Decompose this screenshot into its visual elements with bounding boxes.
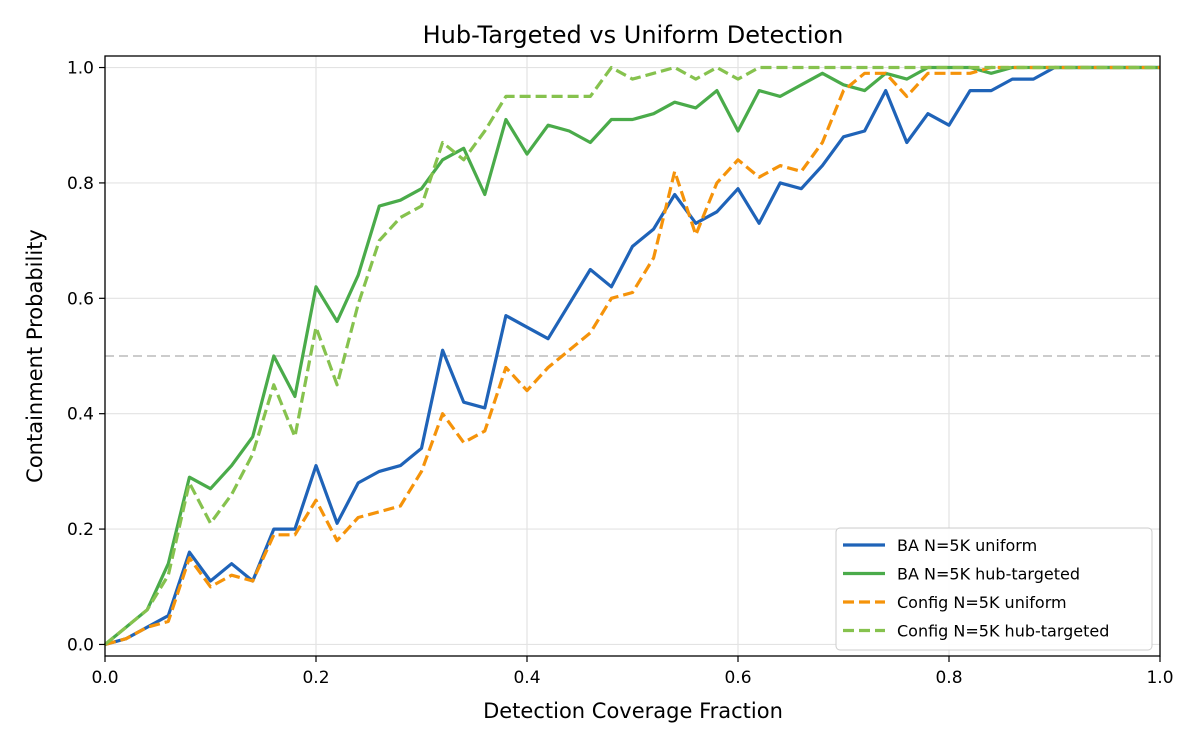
y-tick-label: 0.2 xyxy=(67,520,94,540)
chart-title: Hub-Targeted vs Uniform Detection xyxy=(423,21,844,49)
y-tick-label: 0.8 xyxy=(67,174,94,194)
legend-entry-label: BA N=5K hub-targeted xyxy=(897,565,1080,584)
y-axis-label: Containment Probability xyxy=(23,229,47,483)
series-line-1 xyxy=(104,65,1160,647)
y-tick-label: 1.0 xyxy=(67,59,94,79)
x-tick-label: 1.0 xyxy=(1146,668,1173,688)
x-tick-label: 0.4 xyxy=(513,668,540,688)
x-axis-label: Detection Coverage Fraction xyxy=(483,699,783,723)
x-tick-label: 0.6 xyxy=(724,668,751,688)
legend: BA N=5K uniform BA N=5K hub-targeted Confi… xyxy=(835,527,1153,651)
plot-frame xyxy=(104,55,1161,657)
series-line-2 xyxy=(103,65,1160,646)
series-line-4 xyxy=(103,65,1160,646)
x-tick-label: 0.0 xyxy=(91,668,118,688)
legend-entry-label: Config N=5K uniform xyxy=(897,593,1067,612)
y-tick-label: 0.6 xyxy=(67,289,94,309)
legend-entry-label: Config N=5K hub-targeted xyxy=(897,622,1109,641)
ticks: 0.0 0.2 0.4 0.6 0.8 1.0 0.0 0.2 0.4 0.6 0.8 1.0 xyxy=(67,59,1174,688)
x-tick-label: 0.8 xyxy=(935,668,962,688)
legend-box xyxy=(835,527,1153,651)
y-tick-label: 0.4 xyxy=(67,405,94,425)
x-tick-label: 0.2 xyxy=(302,668,329,688)
legend-entry-label: BA N=5K uniform xyxy=(897,536,1037,555)
series-group xyxy=(103,65,1160,647)
y-tick-label: 0.0 xyxy=(67,635,94,655)
series-line-3 xyxy=(104,65,1160,647)
